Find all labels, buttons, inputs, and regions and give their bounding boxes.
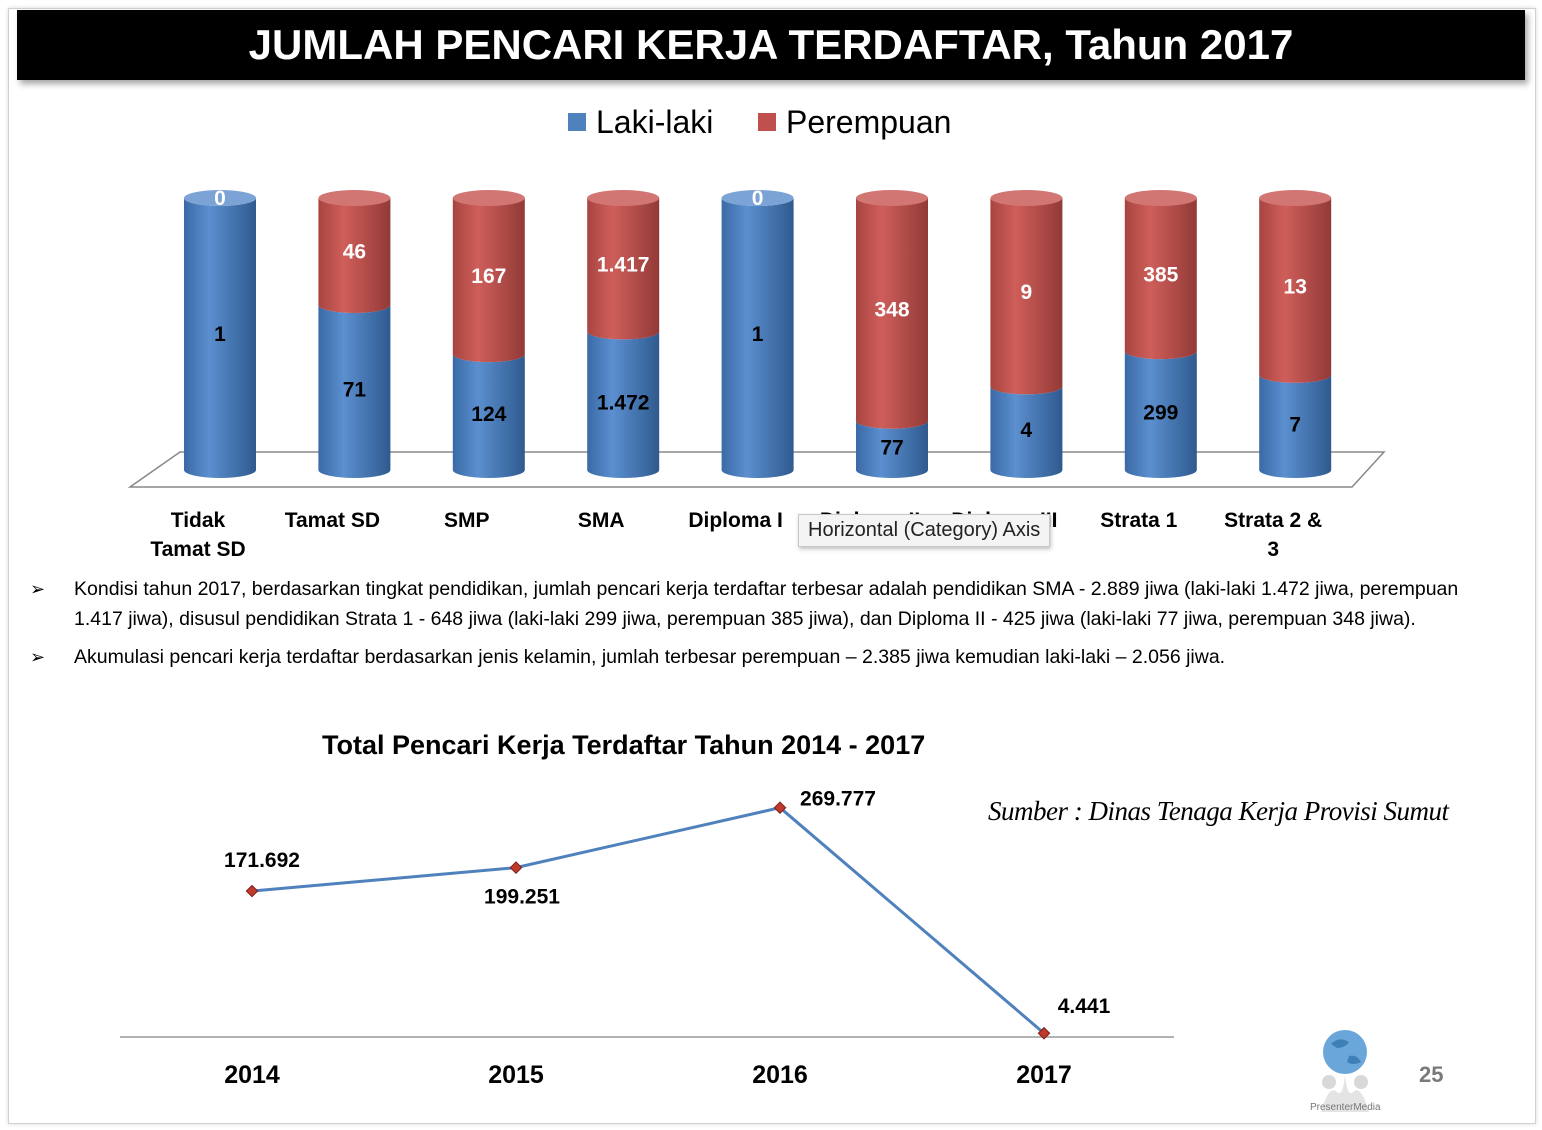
bar-top-cap <box>184 190 256 206</box>
bar-female-label: 167 <box>471 265 506 288</box>
line-data-label: 269.777 <box>800 788 876 811</box>
bullet-text: Kondisi tahun 2017, berdasarkan tingkat … <box>74 578 1459 630</box>
bar-male-label: 124 <box>471 403 506 426</box>
bar-male-segment[interactable] <box>184 198 256 478</box>
bar-stack[interactable]: 385 299 <box>1124 190 1197 478</box>
bar-male-segment[interactable] <box>452 354 525 478</box>
bar-stack[interactable]: 1.417 1.472 <box>587 190 660 478</box>
bar-male-label: 77 <box>880 436 903 459</box>
bullet-arrow-icon: ➢ <box>30 647 46 667</box>
line-data-label: 4.441 <box>1058 995 1111 1018</box>
bar-stack[interactable]: 13 7 <box>1259 190 1332 478</box>
bar-stack[interactable]: 46 71 <box>318 190 391 478</box>
bar-female-segment[interactable] <box>990 198 1063 395</box>
bar-top-cap <box>856 190 928 206</box>
bar-female-label: 1.417 <box>597 254 650 277</box>
line-point[interactable] <box>509 861 523 875</box>
x-tick-label: SMA <box>578 509 625 532</box>
bullet-item: ➢ Kondisi tahun 2017, berdasarkan tingka… <box>30 574 1510 634</box>
bar-female-segment[interactable] <box>1259 198 1332 383</box>
bar-top-cap <box>587 190 660 206</box>
bar-male-label: 71 <box>343 378 367 401</box>
bar-female-label: 13 <box>1284 275 1307 298</box>
x-tick-label: Tidak Tamat SD <box>150 509 245 561</box>
line-point[interactable] <box>773 801 787 815</box>
x-tick-label: Tamat SD <box>285 509 380 532</box>
line-data-label: 199.251 <box>484 886 560 909</box>
bar-male-segment[interactable] <box>1259 374 1332 478</box>
bar-male-segment[interactable] <box>1124 351 1197 478</box>
bar-female-label: 0 <box>214 187 226 210</box>
bar-male-label: 7 <box>1289 413 1301 436</box>
bar-top-cap <box>1259 190 1332 206</box>
bar-top-cap <box>1124 190 1197 206</box>
axis-tooltip: Horizontal (Category) Axis <box>798 514 1051 547</box>
bar-female-label: 385 <box>1143 264 1178 287</box>
line-x-tick-label: 2014 <box>224 1061 280 1089</box>
bar-female-segment[interactable] <box>452 198 525 363</box>
bar-female-segment[interactable] <box>318 198 391 313</box>
line-x-tick-label: 2016 <box>752 1061 808 1089</box>
bar-male-label: 1.472 <box>597 392 650 415</box>
line-series[interactable] <box>251 806 1045 1035</box>
line-x-tick-label: 2015 <box>488 1061 544 1089</box>
bar-top-cap <box>452 190 525 206</box>
bar-female-label: 348 <box>874 298 909 321</box>
summary-bullets: ➢ Kondisi tahun 2017, berdasarkan tingka… <box>30 574 1510 680</box>
x-tick-label: Strata 1 <box>1100 509 1177 532</box>
line-chart-title: Total Pencari Kerja Terdaftar Tahun 2014… <box>322 730 926 760</box>
bullet-arrow-icon: ➢ <box>30 579 46 599</box>
bar-female-segment[interactable] <box>1124 198 1197 360</box>
bar-chart[interactable]: Laki-laki Perempuan 0146711671241.4171.4… <box>0 0 1542 570</box>
x-tick-label: Strata 2 & 3 <box>1224 509 1322 561</box>
bar-male-segment[interactable] <box>721 198 794 478</box>
bar-female-label: 9 <box>1021 281 1033 304</box>
logo-text: PresenterMedia <box>1310 1102 1381 1113</box>
legend-swatch-female <box>758 113 776 131</box>
line-x-tick-label: 2017 <box>1016 1061 1072 1089</box>
slide-title: JUMLAH PENCARI KERJA TERDAFTAR, Tahun 20… <box>17 10 1525 80</box>
source-note: Sumber : Dinas Tenaga Kerja Provisi Sumu… <box>988 796 1449 826</box>
x-tick-label: Diploma I <box>688 509 783 532</box>
bar-male-label: 1 <box>752 323 764 346</box>
bar-male-segment[interactable] <box>856 420 928 478</box>
bar-male-label: 299 <box>1143 402 1178 425</box>
line-data-label: 171.692 <box>224 849 300 872</box>
line-point[interactable] <box>245 884 259 898</box>
bar-male-segment[interactable] <box>318 304 391 478</box>
bar-top-cap <box>318 190 391 206</box>
x-tick-label: SMP <box>444 509 490 532</box>
legend-swatch-male <box>568 113 586 131</box>
presentermedia-logo-icon <box>1321 1030 1369 1112</box>
bullet-item: ➢ Akumulasi pencari kerja terdaftar berd… <box>30 642 1510 672</box>
bar-stack[interactable]: 01 <box>184 187 256 478</box>
bar-male-segment[interactable] <box>587 331 660 478</box>
page-number: 25 <box>1419 1062 1444 1087</box>
bar-female-label: 46 <box>343 240 366 263</box>
bar-male-segment[interactable] <box>990 386 1063 478</box>
bar-female-segment[interactable] <box>587 198 660 340</box>
bar-female-label: 0 <box>752 187 764 210</box>
bar-male-label: 1 <box>214 323 226 346</box>
line-point[interactable] <box>1037 1026 1051 1040</box>
bullet-text: Akumulasi pencari kerja terdaftar berdas… <box>74 646 1226 668</box>
legend-label-female: Perempuan <box>786 104 951 140</box>
legend-label-male: Laki-laki <box>596 104 713 140</box>
chart-legend: Laki-laki Perempuan <box>568 104 951 140</box>
bar-stack[interactable]: 01 <box>721 187 794 478</box>
bar-female-segment[interactable] <box>856 198 928 429</box>
bar-top-cap <box>721 190 794 206</box>
bar-stack[interactable]: 348 77 <box>856 190 928 478</box>
bar-top-cap <box>990 190 1063 206</box>
bar-stack[interactable]: 167 124 <box>452 190 525 478</box>
bar-stack[interactable]: 94 <box>990 190 1063 478</box>
bar-male-label: 4 <box>1021 419 1033 442</box>
